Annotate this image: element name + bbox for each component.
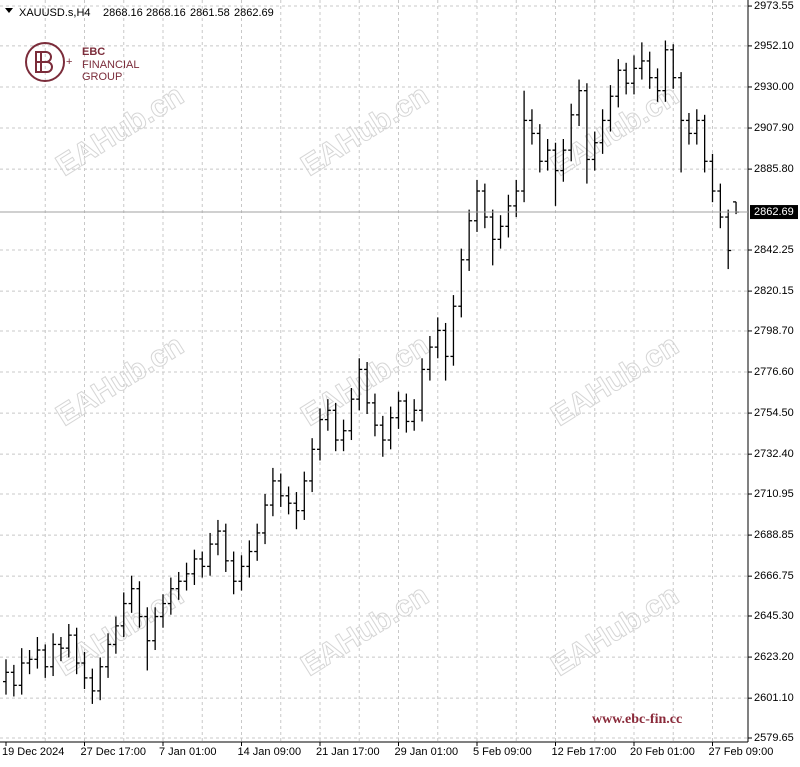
x-tick-label: 21 Jan 17:00 xyxy=(316,746,380,758)
y-tick-label: 2885.80 xyxy=(754,163,794,175)
x-tick-label: 27 Dec 17:00 xyxy=(81,746,146,758)
y-tick-label: 2820.15 xyxy=(754,285,794,297)
y-tick-label: 2776.60 xyxy=(754,366,794,378)
x-tick-label: 19 Dec 2024 xyxy=(2,746,64,758)
logo-text: FINANCIAL xyxy=(82,59,139,71)
logo-mark xyxy=(35,51,53,73)
x-tick-label: 20 Feb 01:00 xyxy=(630,746,695,758)
y-tick-label: 2601.10 xyxy=(754,692,794,704)
x-tick-label: 27 Feb 09:00 xyxy=(709,746,774,758)
logo: + EBC FINANCIAL GROUP xyxy=(25,42,139,83)
bars xyxy=(3,40,740,704)
y-tick-label: 2623.20 xyxy=(754,651,794,663)
symbol: XAUUSD.s,H4 xyxy=(19,7,91,19)
logo-text: GROUP xyxy=(82,71,122,83)
header-open: 2868.16 xyxy=(103,7,143,19)
x-tick-label: 12 Feb 17:00 xyxy=(552,746,617,758)
x-tick-label: 5 Feb 09:00 xyxy=(473,746,532,758)
header-arrow xyxy=(5,8,13,13)
logo-plus: + xyxy=(66,56,72,68)
header-low: 2861.58 xyxy=(190,7,230,19)
x-tick-label: 14 Jan 09:00 xyxy=(238,746,302,758)
y-tick-label: 2688.85 xyxy=(754,529,794,541)
y-tick-label: 2579.65 xyxy=(754,732,794,744)
header-close: 2862.69 xyxy=(234,7,274,19)
y-tick-label: 2710.95 xyxy=(754,488,794,500)
y-tick-label: 2754.50 xyxy=(754,407,794,419)
y-tick-label: 2645.30 xyxy=(754,610,794,622)
logo-ring xyxy=(25,42,65,82)
y-tick-label: 2952.10 xyxy=(754,40,794,52)
logo-text: EBC xyxy=(82,46,105,58)
y-tick-label: 2973.55 xyxy=(754,0,794,12)
x-tick-label: 29 Jan 01:00 xyxy=(395,746,459,758)
y-tick-label: 2666.75 xyxy=(754,570,794,582)
y-tick-label: 2930.00 xyxy=(754,81,794,93)
x-tick-label: 7 Jan 01:00 xyxy=(159,746,217,758)
header-high: 2868.16 xyxy=(146,7,186,19)
y-tick-label: 2842.25 xyxy=(754,244,794,256)
current-price-label: 2862.69 xyxy=(754,206,794,218)
current-price-box xyxy=(750,205,798,220)
y-tick-label: 2732.40 xyxy=(754,448,794,460)
y-tick-label: 2798.70 xyxy=(754,325,794,337)
y-tick-label: 2907.90 xyxy=(754,122,794,134)
website: www.ebc-fin.cc xyxy=(592,712,682,727)
